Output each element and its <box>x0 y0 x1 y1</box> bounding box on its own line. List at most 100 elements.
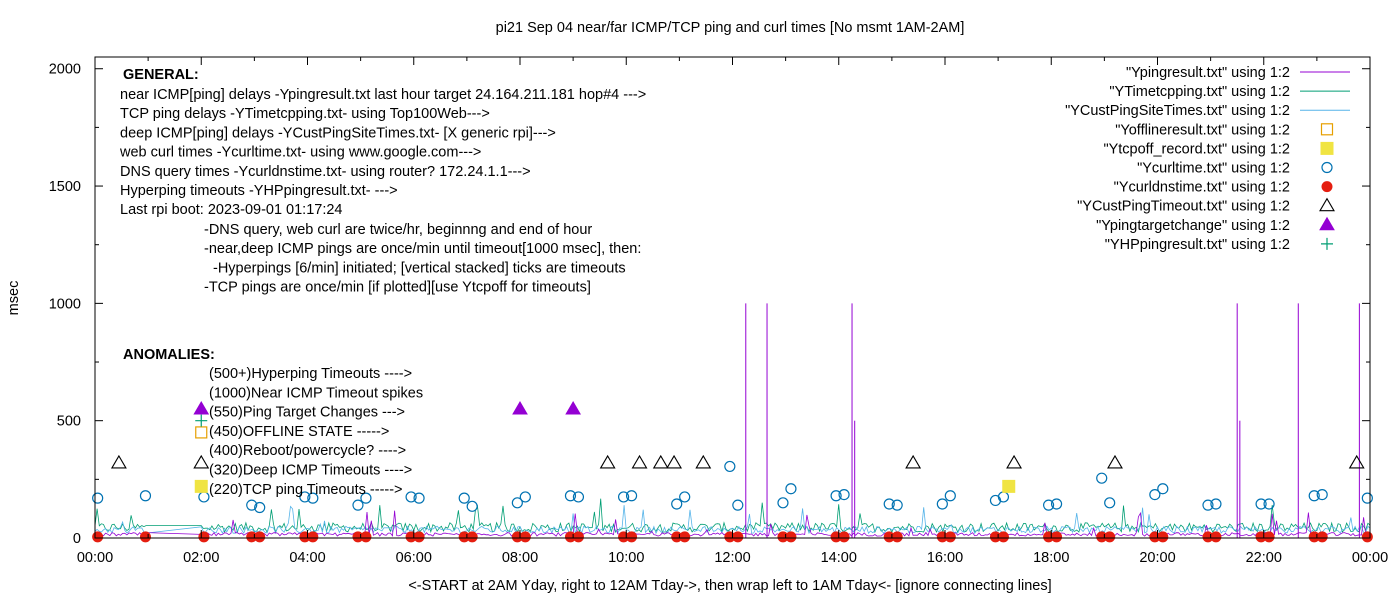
general-heading: GENERAL: <box>123 67 199 83</box>
curl-point <box>299 491 311 503</box>
general-note: -near,deep ICMP pings are once/min until… <box>204 241 641 257</box>
x-tick-label: 20:00 <box>1139 550 1175 566</box>
dns-point <box>1316 531 1328 543</box>
curl-point <box>1202 499 1214 511</box>
axes-layer: 0 500 1000 1500 2000 00:00 02:00 04:00 06:00 08:0… <box>49 56 1388 566</box>
anomaly-line: (450)OFFLINE STATE -----> <box>209 424 389 440</box>
dns-point <box>891 531 903 543</box>
chart-title: pi21 Sep 04 near/far ICMP/TCP ping and c… <box>496 20 965 36</box>
series-line-1 <box>94 505 1371 535</box>
curl-point <box>1149 488 1161 501</box>
curl-point <box>254 501 266 514</box>
legend-label: "YCustPingTimeout.txt" using 1:2 <box>1077 199 1290 215</box>
curl-point <box>352 499 364 511</box>
dns-point <box>307 531 319 543</box>
dns-point <box>1210 531 1222 543</box>
curl-point <box>1050 498 1063 510</box>
legend: "Ypingresult.txt" using 1:2 "YTimetcpping… <box>1065 65 1350 253</box>
legend-label: "Ypingresult.txt" using 1:2 <box>1126 65 1290 81</box>
dns-point <box>1263 531 1275 543</box>
anomaly-line: (320)Deep ICMP Timeouts ----> <box>209 463 412 479</box>
deep-icmp-timeout-point <box>1348 454 1365 469</box>
legend-marker <box>1320 123 1334 136</box>
x-axis-label: <-START at 2AM Yday, right to 12AM Tday-… <box>408 578 1051 594</box>
curl-point <box>1096 472 1108 484</box>
curl-point <box>1308 490 1320 502</box>
general-line: Hyperping timeouts -YHPpingresult.txt- -… <box>120 183 398 199</box>
dns-point <box>1104 531 1116 543</box>
legend-label: "Ycurldnstime.txt" using 1:2 <box>1114 180 1290 196</box>
legend-label: "Ypingtargetchange" using 1:2 <box>1096 218 1290 234</box>
curl-point <box>1042 499 1055 511</box>
dns-point <box>838 531 850 543</box>
x-tick-label: 06:00 <box>396 550 432 566</box>
dns-point <box>360 531 372 543</box>
deep-icmp-timeout-point <box>1006 454 1023 469</box>
anomaly-line: (550)Ping Target Changes ---> <box>209 405 405 421</box>
legend-label: "Ytcpoff_record.txt" using 1:2 <box>1103 141 1290 157</box>
x-tick-label: 10:00 <box>608 550 644 566</box>
dns-point <box>679 531 691 543</box>
dns-point <box>519 531 531 543</box>
general-line: TCP ping delays -YTimetcpping.txt- using… <box>120 106 490 122</box>
general-line: Last rpi boot: 2023-09-01 01:17:24 <box>120 202 343 218</box>
ping-target-change-point <box>193 400 210 415</box>
legend-marker <box>1319 216 1335 231</box>
legend-marker <box>1321 237 1333 250</box>
curl-point <box>519 491 531 503</box>
curl-point <box>511 497 523 509</box>
general-note: -Hyperpings [6/min] initiated; [vertical… <box>213 260 626 276</box>
anomalies-heading: ANOMALIES: <box>123 347 215 363</box>
curl-point <box>360 492 372 504</box>
deep-icmp-timeout-point <box>652 454 669 469</box>
dns-point <box>997 531 1009 543</box>
deep-icmp-timeout-point <box>695 454 712 469</box>
curl-point <box>139 490 152 502</box>
y-tick-label: 1500 <box>49 179 81 195</box>
curl-point <box>936 498 948 510</box>
curl-point <box>405 491 417 503</box>
legend-marker <box>1319 197 1335 212</box>
series-line-0 <box>94 498 1371 534</box>
dns-point <box>732 531 744 543</box>
dns-point <box>572 531 584 543</box>
dns-point <box>254 531 266 543</box>
dns-point <box>1051 531 1063 543</box>
curl-point <box>198 491 210 503</box>
curl-point <box>1255 498 1267 510</box>
curl-point <box>997 491 1010 503</box>
legend-label: "YHPpingresult.txt" using 1:2 <box>1105 237 1290 253</box>
curl-point <box>1104 497 1116 509</box>
general-note: -TCP pings are once/min [if plotted][use… <box>204 280 591 296</box>
offline-point <box>195 426 208 439</box>
curl-point <box>671 498 683 510</box>
curl-point <box>732 499 744 511</box>
curl-point <box>1210 498 1222 510</box>
y-tick-label: 2000 <box>49 62 81 78</box>
dns-point <box>139 531 151 543</box>
curl-point <box>617 491 630 503</box>
curl-point <box>92 492 104 504</box>
curl-point <box>1263 498 1275 510</box>
anomaly-line: (1000)Near ICMP Timeout spikes <box>209 385 423 401</box>
legend-marker <box>1321 161 1333 174</box>
general-line: deep ICMP[ping] delays -YCustPingSiteTim… <box>120 125 556 141</box>
legend-marker <box>1321 181 1333 193</box>
deep-icmp-timeout-point <box>599 454 616 469</box>
legend-marker <box>1320 141 1334 155</box>
y-axis-label: msec <box>6 281 22 316</box>
x-tick-label: 14:00 <box>821 550 857 566</box>
general-note: -DNS query, web curl are twice/hr, begin… <box>204 222 592 238</box>
legend-label: "YCustPingSiteTimes.txt" using 1:2 <box>1065 103 1290 119</box>
deep-icmp-timeout-point <box>905 454 922 469</box>
dns-point <box>785 531 797 543</box>
dns-point <box>92 531 104 543</box>
curl-point <box>246 499 258 511</box>
hyperping-timeout-point <box>195 414 208 427</box>
curl-point <box>883 498 895 510</box>
dns-point <box>466 531 478 543</box>
curl-point <box>1361 492 1373 504</box>
deep-icmp-timeout-point <box>110 454 127 469</box>
legend-label: "Ycurltime.txt" using 1:2 <box>1137 161 1290 177</box>
